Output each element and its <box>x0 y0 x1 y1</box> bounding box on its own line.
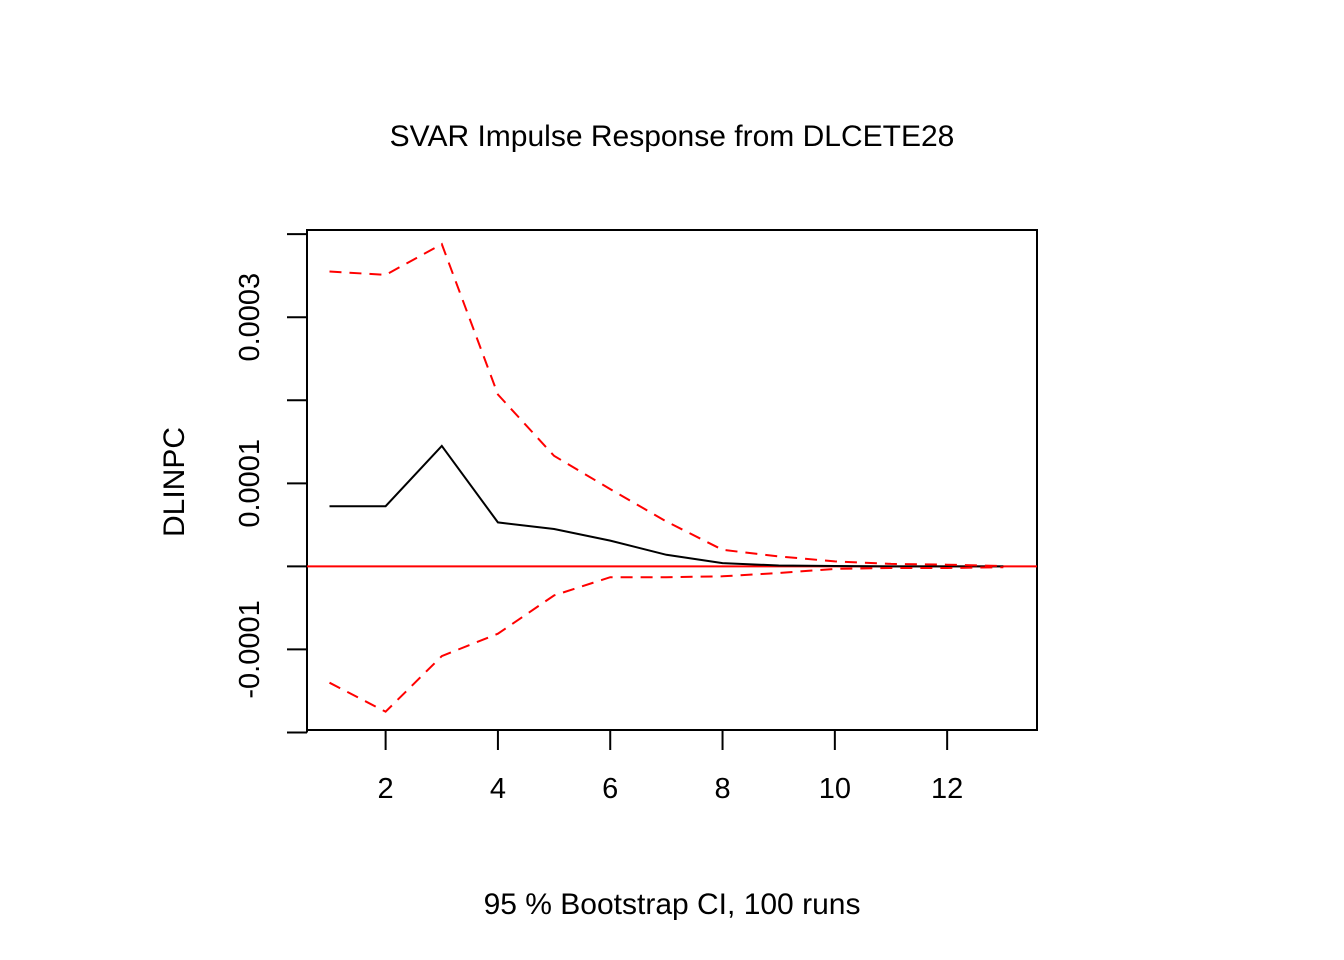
series-line-response <box>329 444 1004 568</box>
plot-frame <box>306 229 1038 731</box>
y-tick-label: 0.0003 <box>234 273 266 362</box>
x-tick-label: 12 <box>931 773 963 805</box>
x-tick-label: 8 <box>714 773 730 805</box>
x-tick-label: 4 <box>490 773 506 805</box>
x-axis-label: 95 % Bootstrap CI, 100 runs <box>484 888 861 921</box>
y-axis-label: DLINPC <box>158 427 191 537</box>
series-line-lower <box>329 566 1004 713</box>
series-group <box>307 242 1037 713</box>
chart-title: SVAR Impulse Response from DLCETE28 <box>390 120 955 153</box>
x-tick-label: 6 <box>602 773 618 805</box>
x-tick-label: 10 <box>819 773 851 805</box>
series-line-upper <box>329 242 1004 567</box>
x-tick-label: 2 <box>378 773 394 805</box>
axes: 2 4 6 8 10 12 -0.0001 0.0001 0.0003 <box>234 233 963 805</box>
y-tick-label: 0.0001 <box>234 439 266 528</box>
y-tick-label: -0.0001 <box>234 600 266 698</box>
